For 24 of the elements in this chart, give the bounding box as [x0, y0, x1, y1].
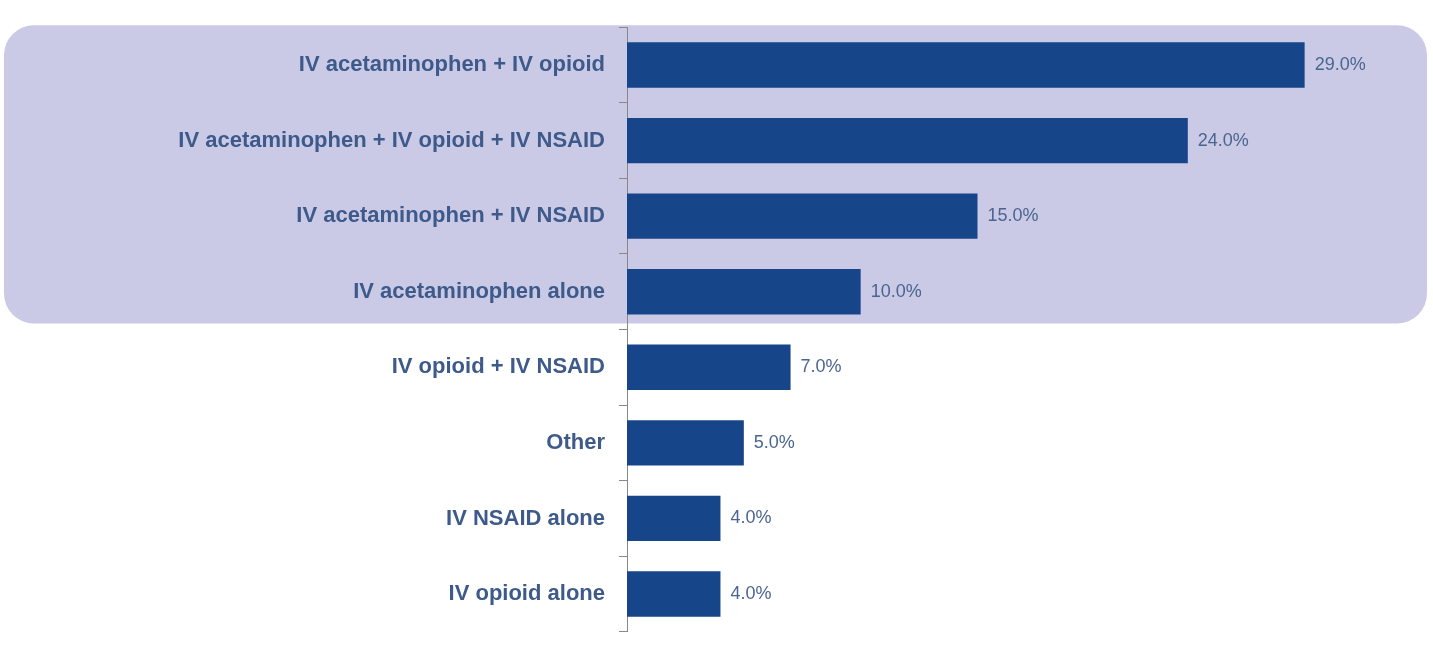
bar	[627, 571, 721, 617]
bar	[627, 117, 1188, 164]
bar	[627, 420, 744, 466]
bar	[627, 344, 791, 390]
data-label: 4.0%	[730, 507, 772, 528]
bar	[627, 42, 1305, 88]
y-tick-label: IV acetaminophen + IV opioid	[298, 51, 605, 77]
data-label: 7.0%	[800, 356, 842, 377]
y-tick-label: IV opioid alone	[448, 580, 605, 606]
data-label: 29.0%	[1314, 53, 1366, 74]
data-label: 5.0%	[753, 431, 795, 452]
y-tick-label: Other	[546, 428, 606, 454]
data-label: 24.0%	[1197, 129, 1249, 150]
bar	[627, 269, 861, 315]
y-tick-label: IV acetaminophen alone	[353, 277, 605, 303]
data-label: 4.0%	[730, 582, 772, 603]
bar	[627, 495, 721, 542]
data-label: 10.0%	[870, 280, 922, 301]
y-tick-label: IV acetaminophen + IV NSAID	[296, 202, 605, 228]
y-tick-label: IV NSAID alone	[446, 504, 605, 530]
y-tick-label: IV acetaminophen + IV opioid + IV NSAID	[178, 126, 605, 152]
data-label: 15.0%	[987, 205, 1039, 226]
y-tick-label: IV opioid + IV NSAID	[391, 353, 605, 379]
bar	[627, 193, 978, 239]
